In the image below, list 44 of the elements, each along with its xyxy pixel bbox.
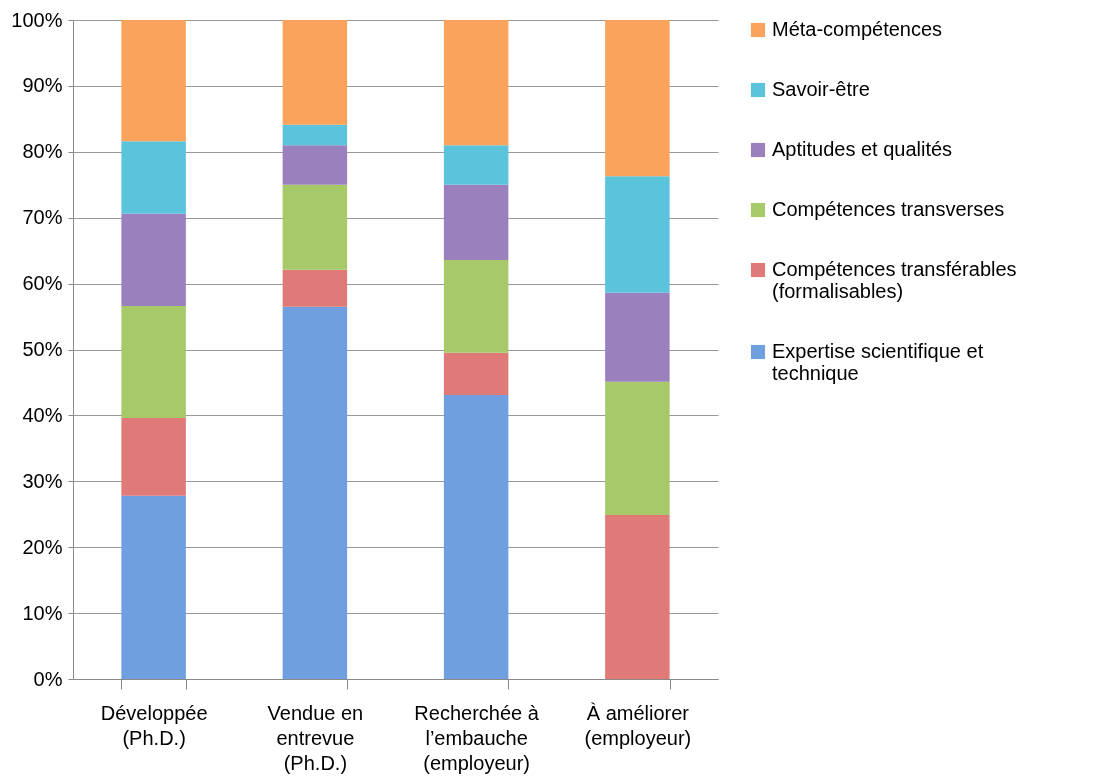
- legend-label: Aptitudes et qualités: [772, 138, 953, 160]
- bar: [282, 124, 348, 146]
- bar: [443, 20, 509, 146]
- bar: [282, 184, 348, 270]
- bar: [282, 306, 348, 679]
- bar: [605, 381, 670, 515]
- bar: [282, 20, 348, 125]
- x-tick-label: À améliorer (employeur): [584, 701, 692, 749]
- bar: [121, 418, 186, 496]
- legend-label: Savoir-être: [772, 78, 870, 100]
- y-tick-label: 0%: [33, 667, 63, 690]
- bar: [282, 269, 348, 307]
- bar: [443, 394, 509, 679]
- y-tick-label: 90%: [22, 74, 63, 97]
- y-tick-label: 50%: [22, 338, 63, 360]
- y-tick-label: 80%: [22, 140, 63, 163]
- y-tick-label: 10%: [22, 601, 63, 624]
- bar: [443, 145, 509, 185]
- x-tick-label: Développée (Ph.D.): [100, 701, 208, 749]
- legend-label: Expertise scientifique et technique: [772, 340, 984, 384]
- x-tick-label: Recherchée à l’embauche (employeur): [414, 701, 540, 774]
- legend-label: Compétences transverses: [772, 198, 1005, 220]
- bar: [282, 145, 348, 185]
- bar: [605, 20, 670, 177]
- bar: [121, 213, 186, 307]
- y-tick-label: 70%: [22, 206, 63, 229]
- y-tick-label: 60%: [22, 272, 63, 295]
- x-tick-label: Vendue en entrevue (Ph.D.): [267, 701, 364, 774]
- bar: [443, 352, 509, 395]
- bar: [121, 495, 186, 679]
- bar: [605, 176, 670, 293]
- bar: [605, 292, 670, 382]
- legend-label: Méta-compétences: [772, 18, 943, 40]
- bar: [443, 184, 509, 260]
- y-tick-label: 30%: [22, 469, 63, 492]
- bar: [605, 514, 670, 679]
- legend-label: Compétences transférables (formalisables): [772, 258, 1017, 302]
- y-tick-label: 100%: [11, 8, 63, 31]
- y-tick-label: 20%: [22, 535, 63, 558]
- bar: [121, 20, 186, 142]
- bar: [121, 306, 186, 419]
- bar: [121, 141, 186, 214]
- bar: [443, 259, 509, 353]
- y-tick-label: 40%: [22, 403, 63, 426]
